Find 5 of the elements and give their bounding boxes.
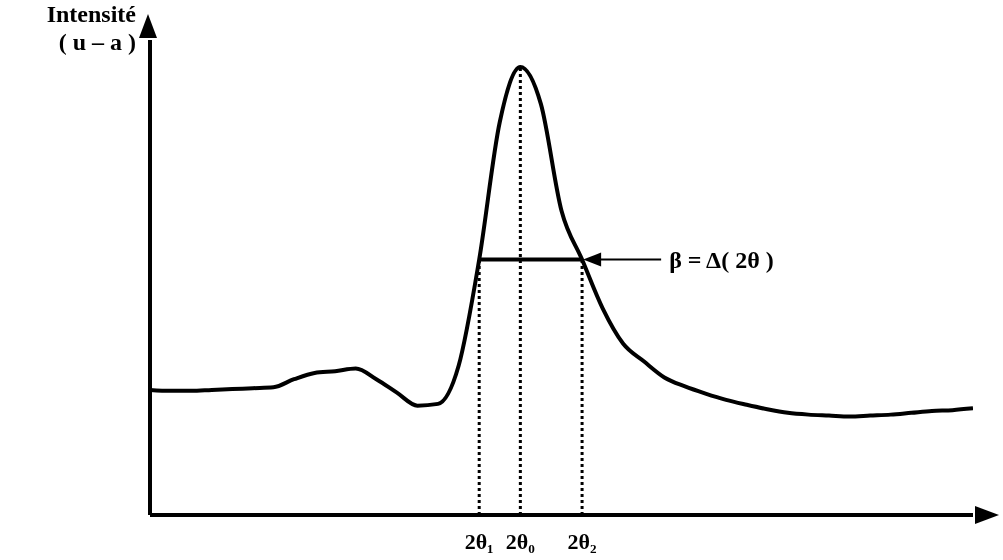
annotation: β = Δ( 2θ ) [669,246,774,273]
x-tick-label: 2θ₂ [567,528,598,554]
y-axis-title: Intensité ( u – a ) [46,1,137,55]
x-tick-label: 2θ₁ [464,528,494,554]
x-tick-label: 2θ₀ [505,528,536,554]
